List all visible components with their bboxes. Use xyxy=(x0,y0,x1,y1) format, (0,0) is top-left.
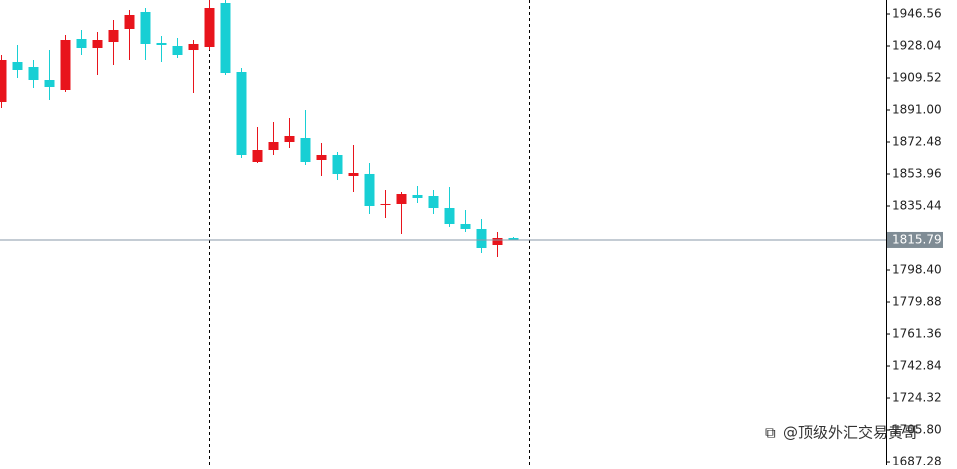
candle-body xyxy=(300,137,311,162)
current-price-box xyxy=(887,231,943,248)
watermark: @顶级外汇交易黄哥 xyxy=(783,424,918,442)
candle-body xyxy=(348,173,359,176)
candle-body xyxy=(428,196,439,208)
y-tick-label: 1853.96 xyxy=(892,167,942,181)
candle-body xyxy=(60,40,71,90)
candle-body xyxy=(92,40,103,49)
candle-body xyxy=(172,45,183,56)
y-tick-label: 1946.56 xyxy=(892,6,942,20)
y-tick-label: 1724.32 xyxy=(892,391,942,405)
candle-body xyxy=(76,39,87,49)
y-tick-label: 1891.00 xyxy=(892,103,942,117)
y-tick-label: 1835.44 xyxy=(892,199,942,213)
candle-body xyxy=(28,66,39,81)
candle-body xyxy=(332,155,343,174)
watermark-icon: ⧉ xyxy=(765,424,776,442)
candle-body xyxy=(108,29,119,43)
current-price-label: 1815.79 xyxy=(892,232,942,246)
y-tick-label: 1909.52 xyxy=(892,71,942,85)
y-tick-label: 1798.40 xyxy=(892,263,942,277)
candle-body xyxy=(124,14,135,29)
candle-body xyxy=(44,80,55,88)
candle-body xyxy=(316,155,327,160)
candle-body xyxy=(204,8,215,48)
candle-body xyxy=(508,237,519,240)
candle-body xyxy=(460,223,471,229)
candle-body xyxy=(412,195,423,198)
y-tick-label: 1872.48 xyxy=(892,135,942,149)
candle-body xyxy=(252,150,263,162)
candle-body xyxy=(220,3,231,74)
candle-body xyxy=(364,173,375,206)
candle-body xyxy=(236,72,247,155)
y-tick-label: 1705.80 xyxy=(892,423,942,437)
y-tick-label: 1761.36 xyxy=(892,327,942,341)
candle-body xyxy=(284,135,295,143)
candle-body xyxy=(140,11,151,44)
y-tick-label: 1742.84 xyxy=(892,359,942,373)
candle-body xyxy=(12,62,23,71)
y-tick-label: 1779.88 xyxy=(892,295,942,309)
candle-body xyxy=(268,142,279,151)
candle-body xyxy=(444,207,455,224)
candle-body xyxy=(476,228,487,248)
candle-body xyxy=(380,203,391,205)
candle-body xyxy=(0,59,7,103)
y-tick-label: 1928.04 xyxy=(892,38,942,52)
candle-body xyxy=(492,237,503,245)
candle-body xyxy=(188,43,199,51)
y-tick-label: 1687.28 xyxy=(892,455,942,465)
candle-body xyxy=(156,42,167,45)
candle-body xyxy=(396,194,407,204)
